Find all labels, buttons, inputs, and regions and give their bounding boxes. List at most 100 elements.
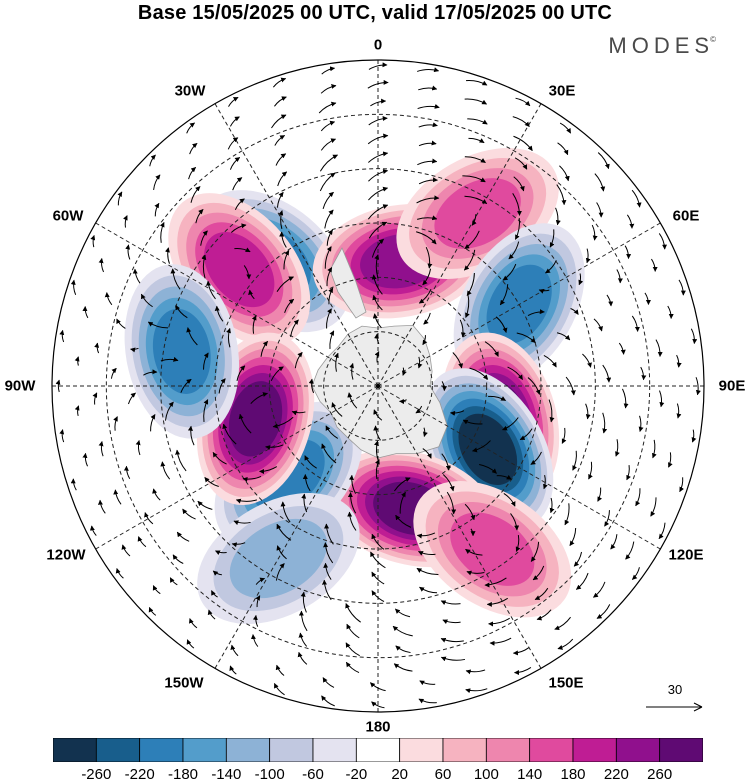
wind-arrow xyxy=(255,595,261,608)
wind-arrow xyxy=(160,461,171,480)
wind-arrow xyxy=(465,548,483,556)
wind-arrow xyxy=(252,614,259,627)
graticule xyxy=(52,60,704,712)
wind-arrow xyxy=(302,474,311,492)
map-border xyxy=(51,59,705,713)
wind-arrow xyxy=(90,234,96,248)
wind-arrow xyxy=(318,101,337,114)
wind-arrow xyxy=(222,423,237,445)
wind-arrow xyxy=(499,284,509,306)
wind-arrow xyxy=(368,151,389,163)
wind-arrow xyxy=(152,488,161,501)
colorbar-swatch xyxy=(572,738,617,762)
wind-arrow xyxy=(373,409,383,421)
wind-arrow xyxy=(367,79,389,89)
wind-arrow xyxy=(334,352,339,372)
wind-arrow xyxy=(89,525,97,536)
wind-arrow xyxy=(625,541,635,560)
wind-arrow xyxy=(513,176,525,192)
wind-arrow xyxy=(545,260,557,274)
lon-label-90w: 90W xyxy=(4,377,36,395)
wind-arrow xyxy=(226,327,231,348)
wind-arrow xyxy=(255,577,266,585)
colorbar-swatch xyxy=(529,738,574,762)
wind-arrow xyxy=(304,455,317,469)
lon-label-30w: 30W xyxy=(174,82,206,100)
wind-arrow xyxy=(205,280,216,300)
wind-arrow xyxy=(323,562,332,580)
wind-arrow xyxy=(143,369,158,376)
wind-arrow xyxy=(418,122,438,128)
wind-arrow xyxy=(440,637,464,643)
lon-label-30e: 30E xyxy=(548,82,576,100)
wind-arrow xyxy=(392,625,413,637)
wind-arrow xyxy=(594,173,606,192)
wind-arrow xyxy=(218,378,226,394)
wind-arrow xyxy=(464,156,486,163)
wind-arrow xyxy=(417,158,438,166)
wind-vectors xyxy=(55,62,701,709)
colorbar xyxy=(53,738,703,762)
wind-arrow xyxy=(631,315,640,332)
wind-arrow xyxy=(486,597,508,607)
lon-label-150w: 150W xyxy=(164,674,204,692)
wind-arrow xyxy=(548,399,555,423)
wind-arrow xyxy=(123,465,131,479)
wind-arrow xyxy=(132,268,141,284)
wind-arrow xyxy=(419,586,438,594)
wind-arrow xyxy=(559,122,572,134)
lon-label-120w: 120W xyxy=(46,546,86,564)
wind-arrow xyxy=(510,513,520,531)
wind-arrow xyxy=(233,520,251,526)
wind-arrow xyxy=(585,403,591,420)
wind-arrow xyxy=(417,215,438,221)
wind-arrow xyxy=(228,96,239,107)
colorbar-tick-label: 260 xyxy=(647,766,673,783)
wind-arrow xyxy=(399,399,407,405)
wind-arrow xyxy=(690,328,698,345)
wind-arrow xyxy=(515,97,531,107)
wind-arrow xyxy=(203,399,209,422)
wind-arrow xyxy=(470,528,476,537)
wind-arrow xyxy=(367,204,389,220)
wind-arrow xyxy=(585,248,591,264)
wind-arrow xyxy=(631,189,642,208)
wind-arrow xyxy=(573,551,583,567)
wind-arrow xyxy=(658,522,666,540)
meridian-line xyxy=(95,385,379,550)
wind-arrow xyxy=(514,217,520,240)
wind-arrow xyxy=(229,116,240,127)
wind-arrow xyxy=(175,304,188,319)
lon-label-180: 180 xyxy=(365,718,391,736)
wind-arrow xyxy=(416,231,437,245)
wind-arrow xyxy=(651,258,658,272)
wind-arrow xyxy=(615,439,620,457)
wind-arrow xyxy=(70,279,77,296)
wind-arrow xyxy=(347,392,358,409)
wind-arrow xyxy=(496,474,512,480)
wind-arrow xyxy=(536,609,552,621)
wind-arrow xyxy=(418,698,437,704)
wind-arrow xyxy=(265,444,284,451)
wind-arrow xyxy=(236,365,246,381)
wind-arrow xyxy=(395,645,411,654)
wind-arrow xyxy=(74,356,80,366)
wind-arrow xyxy=(554,616,571,631)
wind-arrow xyxy=(604,510,610,527)
wind-arrow xyxy=(147,321,168,329)
wind-arrow xyxy=(325,425,339,439)
wind-arrow xyxy=(462,175,486,183)
wind-arrow xyxy=(495,316,508,333)
wind-arrow xyxy=(507,366,523,380)
wind-arrow xyxy=(489,637,512,646)
wind-arrow xyxy=(260,340,268,357)
wind-arrow xyxy=(616,269,623,284)
wind-arrow xyxy=(276,191,284,208)
wind-arrow xyxy=(512,116,530,127)
wind-arrow xyxy=(319,172,336,192)
wind-arrow xyxy=(94,342,100,354)
wind-arrow xyxy=(347,492,357,514)
wind-arrow xyxy=(488,617,510,627)
wind-arrow xyxy=(319,154,338,172)
colorbar-swatch xyxy=(442,738,487,762)
